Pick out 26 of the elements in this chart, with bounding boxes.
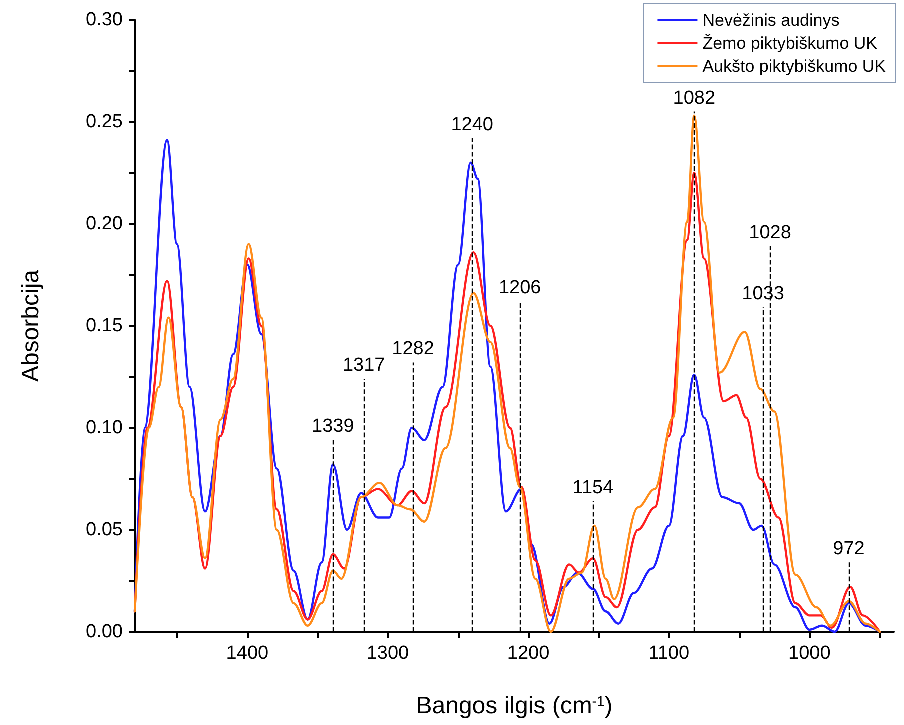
ref-line-label: 1206 [498,278,542,299]
y-tick-label: 0.15 [86,316,123,336]
ref-line-label: 1033 [742,284,784,305]
ref-line-label: 972 [833,538,865,560]
ref-line-label: 1082 [673,88,716,109]
y-tick-label: 0.30 [86,10,123,30]
y-tick-label: 0.00 [86,622,123,642]
legend-label: Žemo piktybiškumo UK [702,34,878,53]
y-axis-title: Absorbcija [18,269,44,382]
x-tick-label: 1300 [366,643,410,664]
ref-line-label: 1317 [342,355,386,376]
ref-line-label: 1339 [312,416,354,438]
x-tick-label: 1200 [507,643,550,664]
x-tick-label: 1000 [788,643,831,664]
ref-line-label: 1028 [749,222,792,244]
y-tick-label: 0.05 [86,520,123,540]
legend-label: Nevėžinis audinys [702,11,840,30]
y-tick-label: 0.20 [86,214,123,234]
ref-line-label: 1282 [392,338,434,360]
x-tick-label: 1100 [648,643,690,664]
ref-line-label: 1240 [451,114,494,136]
x-tick-label: 1400 [226,643,269,664]
y-tick-label: 0.10 [86,418,123,438]
legend-label: Aukšto piktybiškumo UK [702,57,887,76]
ref-line-label: 1154 [572,477,614,498]
y-tick-label: 0.25 [86,112,123,132]
